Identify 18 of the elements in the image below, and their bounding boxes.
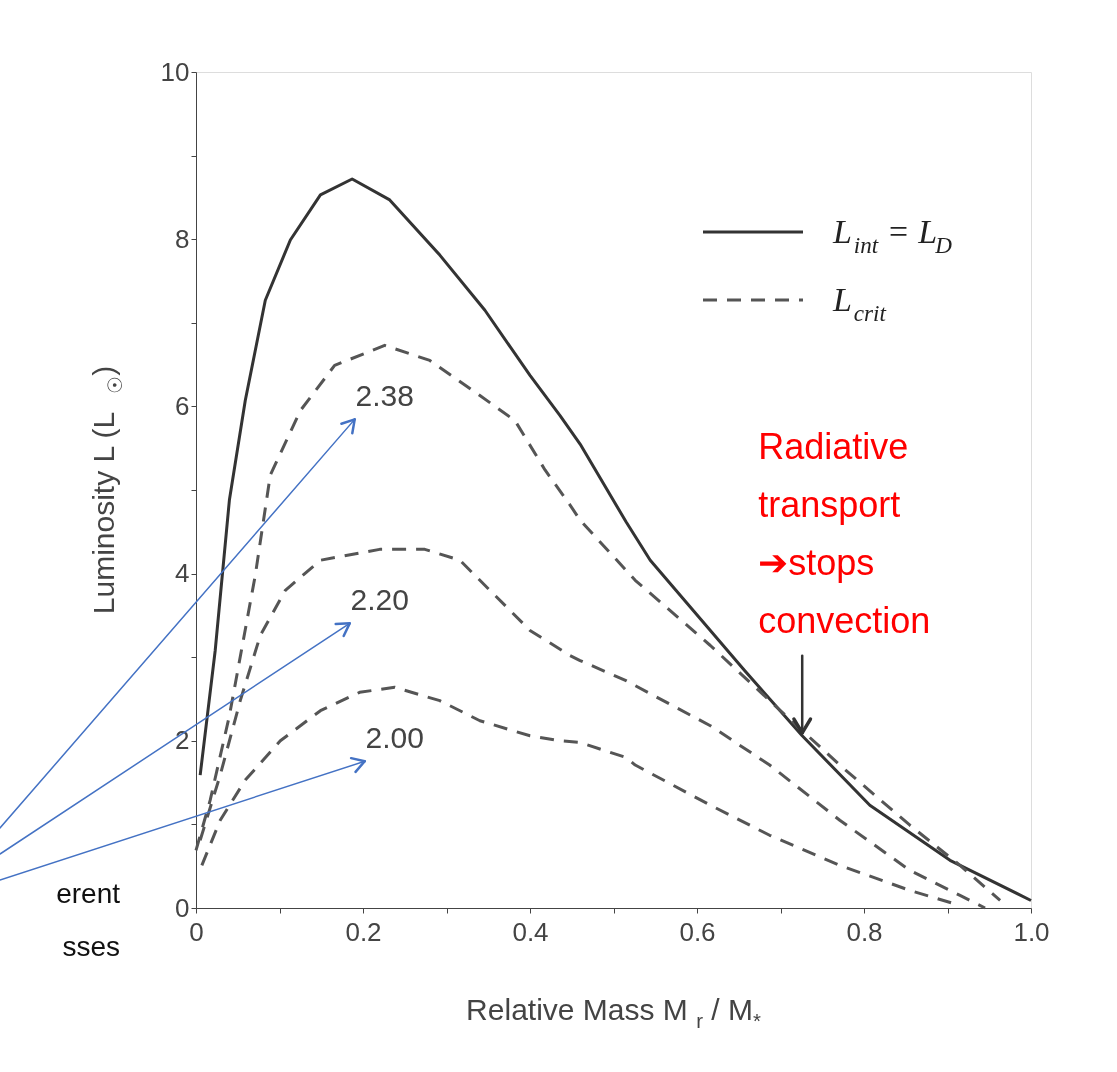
- y-tick-label: 2: [175, 725, 190, 756]
- y-tick-label: 4: [175, 558, 190, 589]
- annotation: 2.00: [365, 721, 424, 755]
- x-tick-label: 0.8: [846, 916, 883, 947]
- text: erent: [56, 878, 121, 909]
- annotation: 2.20: [350, 583, 409, 617]
- annotation: 2.38: [355, 379, 414, 413]
- y-tick-label: 10: [160, 56, 190, 87]
- y-tick-label: 8: [175, 223, 190, 254]
- x-tick-label: 0.6: [679, 916, 716, 947]
- x-tick-label: 1.0: [1013, 916, 1050, 947]
- annotation: Radiative transport ➔stops convection: [758, 425, 931, 641]
- x-tick-label: 0.2: [345, 916, 382, 947]
- text: sses: [62, 931, 120, 962]
- y-tick-label: 0: [175, 892, 190, 923]
- y-tick-label: 6: [175, 390, 190, 421]
- y-axis-title: Luminosity L (L☉): [87, 365, 127, 615]
- x-tick-label: 0.4: [512, 916, 549, 947]
